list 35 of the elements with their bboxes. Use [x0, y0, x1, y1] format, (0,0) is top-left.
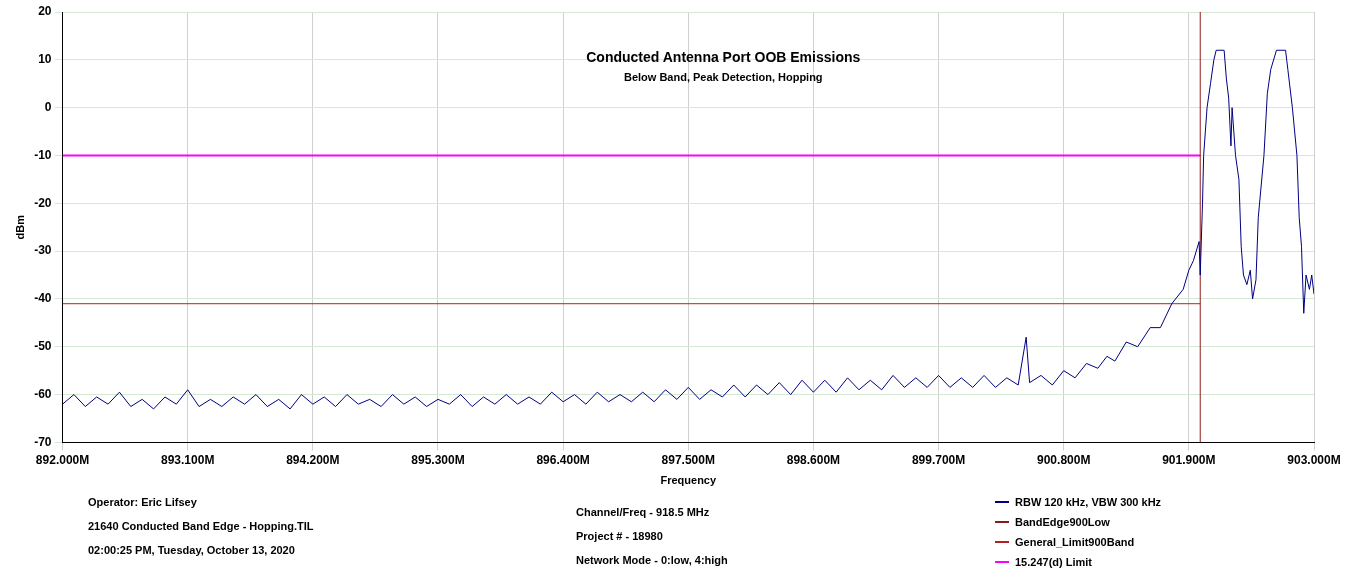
y-tick-label: 20 [38, 4, 52, 19]
text: 21640 Conducted Band Edge - Hopping.TIL [88, 519, 314, 534]
x-tick-label: 894.200M [286, 452, 340, 467]
x-axis-title: Frequency [660, 474, 717, 487]
text: 02:00:25 PM, Tuesday, October 13, 2020 [88, 543, 296, 558]
y-tick-label: -60 [34, 386, 52, 401]
x-tick-label: 892.000M [35, 452, 90, 467]
y-tick-label: 0 [44, 99, 52, 114]
legend-label: 15.247(d) Limit [1014, 555, 1094, 570]
text: Conducted Antenna Port OOB Emissions [586, 48, 861, 65]
text: Network Mode - 0:low, 4:high [576, 553, 728, 568]
y-tick-label: -20 [34, 195, 52, 210]
legend-label: BandEdge900Low [1014, 515, 1111, 530]
x-tick-label: 898.600M [786, 452, 841, 467]
legend-label: RBW 120 kHz, VBW 300 kHz [1014, 495, 1162, 510]
y-axis-title: dBm [13, 214, 26, 240]
y-tick-label: -40 [34, 291, 52, 306]
text: Channel/Freq - 918.5 MHz [576, 505, 711, 520]
x-tick-label: 893.100M [161, 452, 215, 467]
y-tick-label: -30 [34, 243, 52, 258]
y-tick-label: -70 [34, 434, 52, 449]
x-tick-label: 895.300M [411, 452, 465, 467]
text: Project # - 18980 [576, 529, 664, 544]
y-tick-label: -10 [34, 147, 52, 162]
text: Below Band, Peak Detection, Hopping [623, 71, 823, 84]
legend-label: General_Limit900Band [1014, 535, 1136, 550]
x-tick-label: 903.000M [1287, 452, 1341, 467]
x-tick-label: 899.700M [911, 452, 966, 467]
x-tick-label: 897.500M [661, 452, 715, 467]
x-tick-label: 900.800M [1037, 452, 1091, 467]
text: Operator: Eric Lifsey [88, 495, 198, 510]
x-tick-label: 896.400M [536, 452, 590, 467]
y-tick-label: 10 [38, 52, 52, 67]
x-tick-label: 901.900M [1162, 452, 1216, 467]
y-tick-label: -50 [34, 339, 52, 354]
